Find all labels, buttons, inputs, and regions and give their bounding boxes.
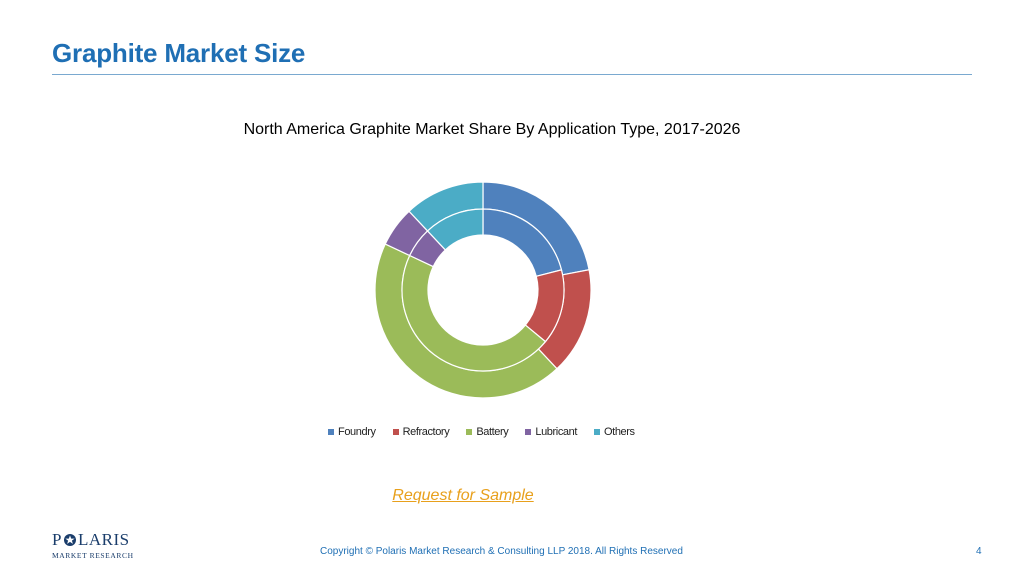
donut-chart <box>374 181 592 399</box>
chart-legend: Foundry Refractory Battery Lubricant Others <box>328 426 652 438</box>
legend-label: Others <box>604 426 635 438</box>
copyright-text: Copyright © Polaris Market Research & Co… <box>320 546 683 557</box>
request-sample-link[interactable]: Request for Sample <box>392 487 534 504</box>
logo-text-end: LARIS <box>77 530 130 549</box>
logo-text-start: P <box>52 530 62 549</box>
legend-item-refractory: Refractory <box>392 426 450 438</box>
logo-star-icon <box>63 534 76 546</box>
polaris-logo: P LARIS MARKET RESEARCH <box>52 530 134 561</box>
legend-label: Refractory <box>402 426 450 438</box>
legend-item-lubricant: Lubricant <box>525 426 577 438</box>
title-divider <box>52 74 972 75</box>
logo-subtitle: MARKET RESEARCH <box>52 551 134 560</box>
legend-label: Lubricant <box>535 426 578 438</box>
legend-item-foundry: Foundry <box>328 426 376 438</box>
legend-swatch <box>328 429 334 435</box>
page-number: 4 <box>976 546 982 557</box>
legend-label: Battery <box>476 426 509 438</box>
chart-title: North America Graphite Market Share By A… <box>243 121 741 138</box>
legend-swatch <box>525 429 532 435</box>
donut-slice-ring2-battery <box>401 254 547 372</box>
legend-swatch <box>392 429 399 435</box>
legend-swatch <box>594 429 601 435</box>
legend-item-others: Others <box>594 426 635 438</box>
legend-swatch <box>466 429 473 435</box>
legend-item-battery: Battery <box>466 426 509 438</box>
donut-slice-ring2-others <box>426 208 484 251</box>
page-title: Graphite Market Size <box>52 38 306 68</box>
legend-label: Foundry <box>338 426 376 438</box>
